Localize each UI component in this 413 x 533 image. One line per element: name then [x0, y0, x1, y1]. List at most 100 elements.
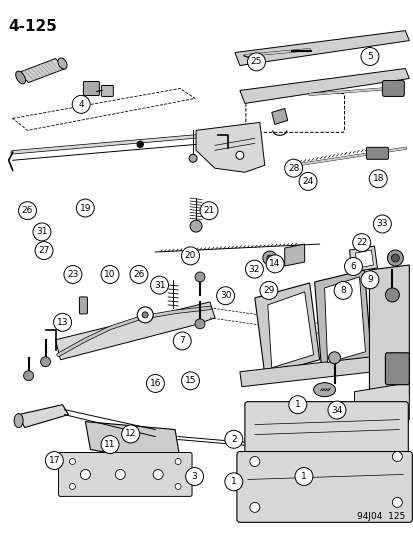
- Ellipse shape: [58, 58, 67, 69]
- Circle shape: [294, 467, 312, 486]
- Circle shape: [216, 287, 234, 305]
- Circle shape: [146, 375, 164, 392]
- Polygon shape: [55, 302, 214, 360]
- Text: 29: 29: [263, 286, 274, 295]
- Polygon shape: [284, 244, 304, 266]
- Circle shape: [299, 173, 316, 190]
- Text: 32: 32: [248, 265, 259, 273]
- Polygon shape: [254, 283, 319, 375]
- Circle shape: [284, 159, 302, 177]
- Text: 9: 9: [366, 275, 372, 284]
- Circle shape: [115, 470, 125, 480]
- Circle shape: [235, 151, 243, 159]
- Text: 94J04  125: 94J04 125: [356, 512, 404, 521]
- Polygon shape: [354, 383, 408, 430]
- Circle shape: [45, 451, 63, 470]
- Circle shape: [224, 430, 242, 448]
- Circle shape: [137, 141, 143, 147]
- Circle shape: [249, 503, 259, 512]
- Text: 5: 5: [366, 52, 372, 61]
- Polygon shape: [196, 123, 264, 172]
- Text: 26: 26: [22, 206, 33, 215]
- Circle shape: [247, 53, 265, 71]
- Circle shape: [121, 425, 139, 443]
- Text: 4-125: 4-125: [9, 19, 57, 34]
- Text: 18: 18: [372, 174, 383, 183]
- Circle shape: [385, 288, 399, 302]
- Text: 10: 10: [104, 270, 116, 279]
- FancyBboxPatch shape: [244, 402, 407, 457]
- Circle shape: [19, 201, 36, 220]
- Text: 12: 12: [125, 430, 136, 439]
- Circle shape: [262, 251, 276, 265]
- Circle shape: [245, 260, 263, 278]
- FancyBboxPatch shape: [79, 297, 87, 314]
- Circle shape: [390, 254, 399, 262]
- Polygon shape: [234, 30, 408, 66]
- Text: 1: 1: [300, 472, 306, 481]
- FancyBboxPatch shape: [382, 80, 404, 96]
- Circle shape: [24, 371, 33, 381]
- Text: 22: 22: [355, 238, 366, 247]
- Circle shape: [288, 395, 306, 414]
- Circle shape: [175, 458, 180, 464]
- Polygon shape: [355, 250, 373, 268]
- Circle shape: [368, 170, 386, 188]
- Circle shape: [101, 435, 119, 454]
- Circle shape: [392, 497, 401, 507]
- Text: 26: 26: [133, 270, 144, 279]
- Circle shape: [137, 307, 153, 323]
- Circle shape: [259, 281, 277, 300]
- Ellipse shape: [14, 414, 23, 427]
- FancyBboxPatch shape: [366, 147, 387, 159]
- FancyBboxPatch shape: [101, 85, 113, 96]
- Circle shape: [249, 456, 259, 466]
- Circle shape: [328, 352, 340, 364]
- Text: 1: 1: [230, 478, 236, 486]
- Circle shape: [175, 483, 180, 489]
- Text: 2: 2: [230, 435, 236, 444]
- Circle shape: [40, 357, 50, 367]
- Circle shape: [33, 223, 51, 241]
- Circle shape: [333, 281, 351, 300]
- Polygon shape: [314, 270, 370, 370]
- Circle shape: [80, 470, 90, 480]
- Circle shape: [195, 272, 204, 282]
- Text: 8: 8: [339, 286, 345, 295]
- Text: 33: 33: [376, 220, 387, 229]
- Text: 13: 13: [57, 318, 68, 327]
- FancyBboxPatch shape: [83, 82, 99, 95]
- Text: 24: 24: [302, 177, 313, 186]
- Text: 16: 16: [150, 379, 161, 388]
- Text: 3: 3: [191, 472, 197, 481]
- Circle shape: [360, 271, 378, 289]
- Circle shape: [181, 372, 199, 390]
- Circle shape: [189, 154, 197, 162]
- Circle shape: [69, 458, 75, 464]
- Circle shape: [130, 265, 147, 284]
- Circle shape: [373, 215, 390, 233]
- Text: 28: 28: [287, 164, 299, 173]
- Polygon shape: [368, 265, 408, 400]
- Text: 31: 31: [36, 228, 47, 237]
- Circle shape: [35, 241, 53, 260]
- Text: 14: 14: [269, 260, 280, 268]
- Circle shape: [195, 319, 204, 329]
- Polygon shape: [19, 59, 65, 83]
- Circle shape: [392, 451, 401, 462]
- Circle shape: [101, 265, 119, 284]
- Circle shape: [54, 313, 71, 332]
- Polygon shape: [267, 292, 313, 368]
- Circle shape: [266, 255, 272, 261]
- Text: 17: 17: [48, 456, 60, 465]
- Circle shape: [181, 247, 199, 265]
- Text: 31: 31: [153, 280, 165, 289]
- Polygon shape: [85, 422, 180, 467]
- Circle shape: [327, 401, 345, 419]
- Circle shape: [199, 201, 218, 220]
- Circle shape: [142, 312, 148, 318]
- Circle shape: [76, 199, 94, 217]
- Text: 23: 23: [67, 270, 78, 279]
- Circle shape: [352, 233, 370, 252]
- Text: 7: 7: [179, 336, 185, 345]
